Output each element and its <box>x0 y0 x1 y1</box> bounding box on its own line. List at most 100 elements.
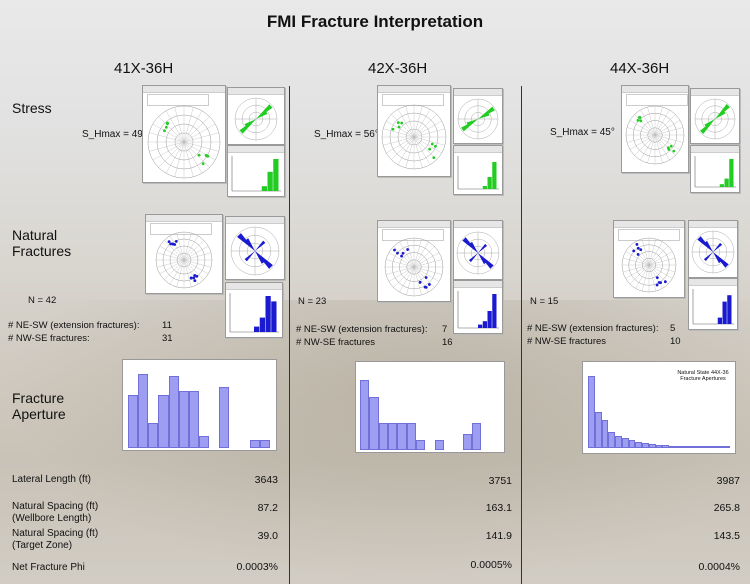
nw-se-label-41x: # NW-SE fractures: <box>8 333 90 344</box>
aperture-bar <box>682 446 690 448</box>
stat-label-spacing-wellbore: Natural Spacing (ft) (Wellbore Length) <box>12 501 99 524</box>
aperture-bar <box>588 376 595 448</box>
aperture-bar <box>199 435 210 448</box>
stress-stereonet-42x <box>377 85 451 177</box>
stress-value-42x: S_Hmax = 56° <box>314 129 379 140</box>
fracture-stereonet-44x <box>613 220 685 298</box>
aperture-bar <box>621 438 629 448</box>
stat-spacing-wellbore-41x: 87.2 <box>257 502 278 514</box>
ne-sw-value-44x: 5 <box>670 323 676 334</box>
aperture-bar <box>128 394 139 448</box>
aperture-bar <box>148 423 159 448</box>
stat-spacing-wellbore-42x: 163.1 <box>485 502 512 514</box>
column-divider-2 <box>521 86 522 584</box>
fracture-rose-44x <box>688 220 738 278</box>
aperture-histogram-41x <box>122 359 277 451</box>
aperture-bar <box>696 446 703 448</box>
stress-histogram-41x <box>227 145 285 197</box>
aperture-caption: Natural State 44X-36 Fracture Apertures <box>677 370 729 382</box>
ne-sw-label-42x: # NE-SW (extension fractures): <box>296 324 428 335</box>
fracture-histogram-42x <box>453 280 503 334</box>
aperture-bar <box>675 445 683 448</box>
aperture-bar <box>249 439 260 448</box>
aperture-bar <box>397 422 407 450</box>
aperture-bar <box>601 420 609 448</box>
well-header-42x: 42X-36H <box>368 60 428 77</box>
aperture-bar <box>434 440 444 450</box>
nw-se-value-41x: 31 <box>162 333 173 344</box>
fracture-histogram-41x <box>225 282 283 338</box>
fracture-stereonet-41x <box>145 214 223 294</box>
stress-rose-41x <box>227 87 285 145</box>
aperture-bar <box>655 444 663 448</box>
aperture-bar <box>689 446 697 448</box>
aperture-bar <box>416 440 426 450</box>
aperture-histogram-44x: Natural State 44X-36 Fracture Apertures <box>582 361 736 454</box>
stress-rose-42x <box>453 88 503 144</box>
aperture-bar <box>158 394 169 448</box>
aperture-bar <box>360 380 370 450</box>
fracture-histogram-44x <box>688 278 738 330</box>
stat-net-phi-41x: 0.0003% <box>236 561 278 573</box>
aperture-bar <box>406 422 416 450</box>
aperture-bar <box>642 443 649 448</box>
aperture-bar <box>615 436 622 448</box>
stat-label-lateral-length: Lateral Length (ft) <box>12 474 91 485</box>
aperture-bar <box>628 440 636 448</box>
stat-net-phi-44x: 0.0004% <box>698 561 740 573</box>
aperture-bar <box>716 446 724 448</box>
stat-spacing-wellbore-44x: 265.8 <box>713 502 740 514</box>
nw-se-label-44x: # NW-SE fractures <box>527 336 607 347</box>
stat-lateral-length-41x: 3643 <box>254 474 278 486</box>
aperture-bar <box>648 444 656 448</box>
row-label-natural-fractures: Natural Fractures <box>12 227 72 259</box>
column-divider-1 <box>289 86 290 584</box>
aperture-bar <box>662 444 670 448</box>
ne-sw-label-41x: # NE-SW (extension fractures): <box>8 320 140 331</box>
aperture-bar <box>219 387 230 448</box>
aperture-bar <box>594 412 602 448</box>
stress-rose-44x <box>690 88 740 144</box>
aperture-bar <box>723 446 730 448</box>
ne-sw-value-42x: 7 <box>442 324 448 335</box>
aperture-bar <box>168 375 179 448</box>
aperture-bar <box>369 396 379 450</box>
well-header-41x: 41X-36H <box>114 60 174 77</box>
aperture-bar <box>709 445 717 448</box>
nw-se-value-44x: 10 <box>670 336 681 347</box>
row-label-fracture-aperture: Fracture Aperture <box>12 390 66 422</box>
ne-sw-value-41x: 11 <box>162 320 172 331</box>
aperture-bar <box>138 374 149 448</box>
stat-spacing-target-42x: 141.9 <box>485 530 512 542</box>
aperture-bar <box>669 445 676 448</box>
aperture-bar <box>178 390 189 448</box>
stress-stereonet-41x <box>142 85 226 183</box>
fracture-count-42x: N = 23 <box>298 296 327 307</box>
stress-value-41x: S_Hmax = 49° <box>82 129 147 140</box>
well-header-44x: 44X-36H <box>610 60 670 77</box>
page-title: FMI Fracture Interpretation <box>266 12 484 31</box>
aperture-bar <box>378 422 388 450</box>
stress-histogram-42x <box>453 145 503 195</box>
fracture-stereonet-42x <box>377 220 451 302</box>
stat-label-net-fracture-phi: Net Fracture Phi <box>12 562 85 573</box>
aperture-bar <box>635 441 643 448</box>
stat-lateral-length-42x: 3751 <box>488 475 512 487</box>
aperture-bar <box>259 439 270 448</box>
stress-value-44x: S_Hmax = 45° <box>550 127 615 138</box>
aperture-bar <box>472 422 482 450</box>
stress-histogram-44x <box>690 145 740 193</box>
fracture-rose-42x <box>453 220 503 280</box>
stat-net-phi-42x: 0.0005% <box>470 559 512 571</box>
fracture-count-41x: N = 42 <box>28 295 57 306</box>
stress-stereonet-44x <box>621 85 689 173</box>
nw-se-label-42x: # NW-SE fractures <box>296 337 376 348</box>
aperture-bar <box>462 433 472 450</box>
row-label-stress: Stress <box>12 100 52 116</box>
aperture-histogram-42x <box>355 361 505 453</box>
stat-spacing-target-41x: 39.0 <box>257 530 278 542</box>
nw-se-value-42x: 16 <box>442 337 453 348</box>
stat-lateral-length-44x: 3987 <box>716 475 740 487</box>
ne-sw-label-44x: # NE-SW (extension fractures): <box>527 323 659 334</box>
aperture-bar <box>608 432 616 448</box>
